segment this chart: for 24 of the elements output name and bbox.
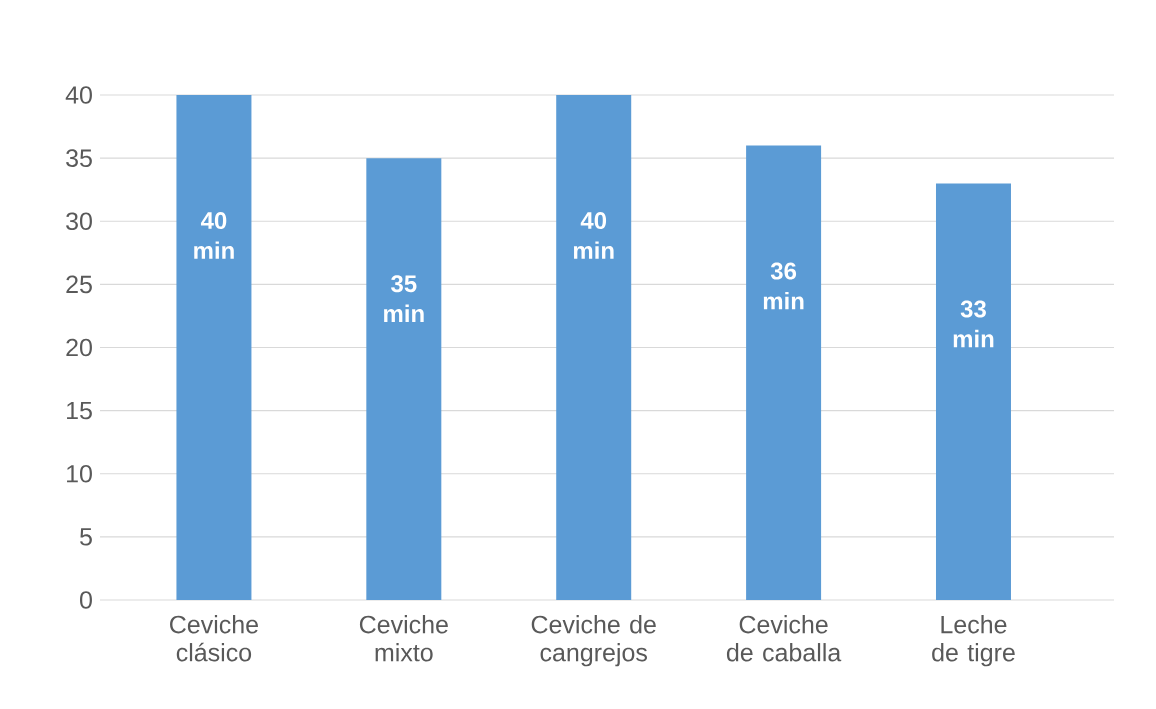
- bar: [176, 95, 252, 600]
- y-tick-label: 35: [66, 149, 92, 167]
- data-label: 33 min: [953, 300, 994, 348]
- y-tick-label: 20: [66, 338, 92, 357]
- bar: [556, 95, 632, 600]
- y-tick-label: 15: [67, 401, 92, 420]
- x-tick-label: Ceviche de caballa: [726, 615, 842, 662]
- y-tick-label: 10: [67, 464, 92, 483]
- x-tick-label: Leche de tigre: [932, 615, 1015, 667]
- bar: [935, 183, 1011, 600]
- y-tick-label: 5: [80, 528, 92, 546]
- y-tick-label: 0: [80, 591, 92, 609]
- y-tick-label: 25: [66, 275, 92, 294]
- bar: [746, 145, 822, 600]
- x-tick-label: Ceviche mixto: [359, 615, 448, 662]
- bar: [366, 158, 442, 600]
- y-tick-label: 40: [65, 86, 92, 104]
- data-label: 35 min: [384, 275, 424, 322]
- data-label: 40 min: [194, 212, 234, 259]
- data-label: 36 min: [763, 262, 804, 310]
- x-tick-label: Ceviche clásico: [170, 615, 258, 662]
- x-tick-label: Ceviche de cangrejos: [531, 615, 656, 667]
- y-tick-label: 30: [66, 212, 92, 231]
- data-label: 40 min: [573, 212, 614, 259]
